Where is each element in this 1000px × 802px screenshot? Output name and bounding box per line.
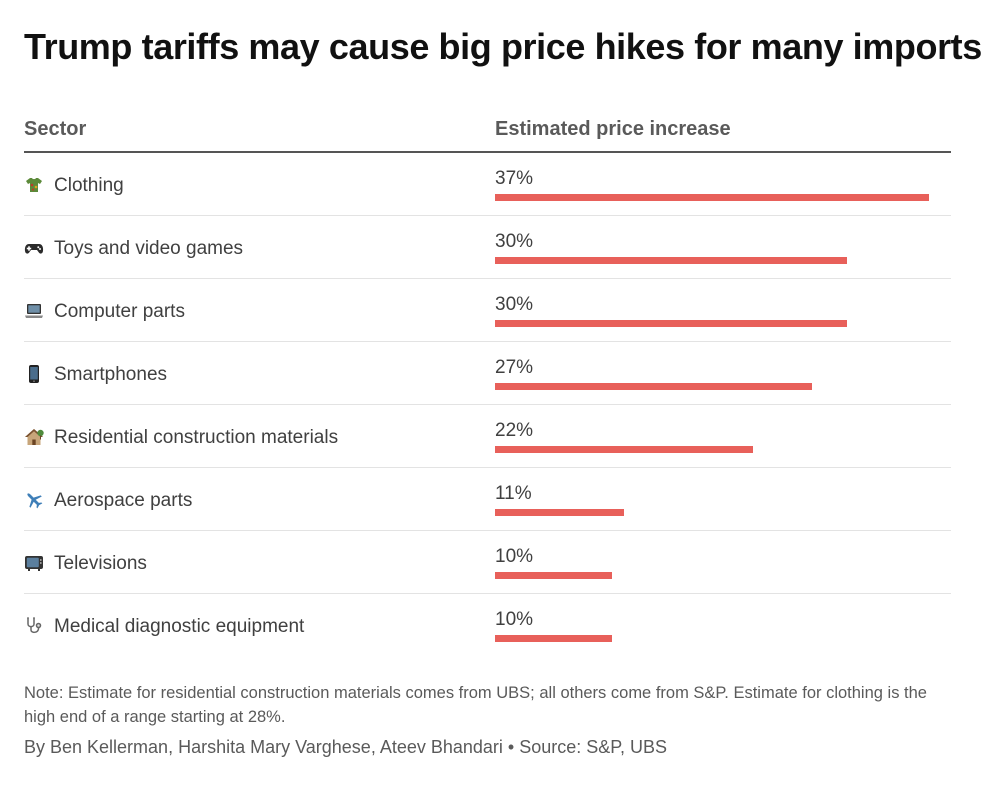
chart-note: Note: Estimate for residential construct… bbox=[24, 684, 927, 726]
bar-televisions bbox=[495, 572, 613, 579]
table-row-residential-construction-materials: Residential construction materials 22% bbox=[24, 405, 951, 468]
value-label: 27% bbox=[495, 357, 534, 378]
bar-toys-and-video-games bbox=[495, 257, 847, 264]
value-label: 30% bbox=[495, 294, 534, 315]
bar-medical-diagnostic-equipment bbox=[495, 635, 613, 642]
house-icon bbox=[24, 427, 44, 447]
table-row-toys-and-video-games: Toys and video games 30% bbox=[24, 216, 951, 279]
gamepad-icon bbox=[24, 238, 44, 258]
value-label: 22% bbox=[495, 420, 534, 441]
category-label: Smartphones bbox=[54, 364, 168, 385]
table-row-computer-parts: Computer parts 30% bbox=[24, 279, 951, 342]
smartphone-icon bbox=[24, 364, 44, 384]
value-label: 37% bbox=[495, 168, 534, 189]
category-label: Residential construction materials bbox=[54, 427, 339, 448]
table-row-medical-diagnostic-equipment: Medical diagnostic equipment 10% bbox=[24, 594, 951, 656]
table-header: Sector Estimated price increase bbox=[24, 108, 951, 153]
table-body: Clothing 37% Toys and video games 30% Comput… bbox=[24, 153, 951, 656]
table-row-televisions: Televisions 10% bbox=[24, 531, 951, 594]
category-label: Televisions bbox=[54, 553, 147, 574]
header-sector: Sector bbox=[24, 118, 87, 140]
table-row-aerospace-parts: Aerospace parts 11% bbox=[24, 468, 951, 531]
category-label: Aerospace parts bbox=[54, 490, 193, 511]
table-row-smartphones: Smartphones 27% bbox=[24, 342, 951, 405]
value-label: 10% bbox=[495, 546, 534, 567]
television-icon bbox=[24, 553, 44, 573]
bar-table: Sector Estimated price increase Clothing… bbox=[24, 108, 951, 656]
table-row-clothing: Clothing 37% bbox=[24, 153, 951, 216]
value-label: 10% bbox=[495, 609, 534, 630]
header-estimated-price-increase: Estimated price increase bbox=[495, 118, 731, 140]
bar-computer-parts bbox=[495, 320, 847, 327]
chart-title: Trump tariffs may cause big price hikes … bbox=[24, 26, 982, 67]
bar-smartphones bbox=[495, 383, 812, 390]
category-label: Toys and video games bbox=[54, 238, 244, 259]
clothing-icon bbox=[24, 175, 44, 195]
stethoscope-icon bbox=[24, 616, 44, 636]
bar-residential-construction-materials bbox=[495, 446, 754, 453]
category-label: Computer parts bbox=[54, 301, 185, 322]
airplane-icon bbox=[24, 490, 44, 510]
category-label: Clothing bbox=[54, 175, 124, 196]
bar-clothing bbox=[495, 194, 929, 201]
laptop-icon bbox=[24, 301, 44, 321]
chart-byline: By Ben Kellerman, Harshita Mary Varghese… bbox=[24, 737, 667, 757]
value-label: 30% bbox=[495, 231, 534, 252]
bar-aerospace-parts bbox=[495, 509, 625, 516]
value-label: 11% bbox=[495, 483, 532, 504]
category-label: Medical diagnostic equipment bbox=[54, 616, 305, 637]
